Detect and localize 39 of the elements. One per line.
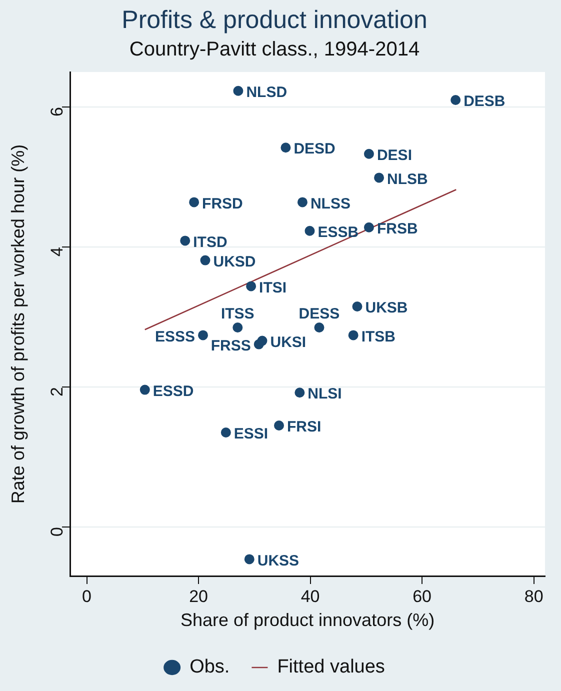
annotation: ITSD [193, 234, 228, 251]
x-tick-label: 60 [412, 586, 432, 606]
annotation: NLSB [387, 170, 428, 188]
y-tick-label: 2 [48, 387, 67, 396]
annotation: DESD [294, 140, 336, 158]
y-tick-label: 0 [48, 527, 67, 536]
annotation: ESSD [152, 382, 194, 400]
annotation: FRSB [376, 220, 418, 238]
annotation: FRSD [202, 195, 244, 212]
annotation: NLSD [246, 84, 288, 102]
annotation: FRSS [210, 337, 251, 354]
x-axis-title: Share of product innovators (%) [180, 610, 435, 630]
annotation: FRSI [287, 418, 322, 436]
annotation: ESSB [318, 224, 359, 242]
annotation: ITSI [259, 279, 287, 296]
x-tick-label: 20 [189, 586, 208, 606]
annotation: NLSI [308, 386, 342, 403]
y-tick-label: 6 [48, 107, 67, 116]
x-tick-label: 40 [300, 586, 320, 606]
annotation: ESSI [234, 426, 268, 443]
annotation: UKSD [213, 253, 256, 270]
chart-title: Profits & product innovation [122, 6, 428, 34]
annotation: ITSS [220, 306, 254, 323]
annotation: ESSS [154, 328, 196, 346]
y-tick-label: 4 [48, 247, 67, 256]
legend-label: Fitted values [277, 656, 385, 678]
annotation: DESB [464, 93, 506, 110]
y-axis-title: Rate of growth of profits per worked hour (%) [8, 144, 28, 504]
annotation: ITSB [361, 328, 396, 346]
x-tick-label: 0 [82, 586, 92, 606]
annotation: UKSB [365, 300, 408, 317]
annotation: UKSS [257, 552, 300, 570]
annotation: UKSI [270, 334, 306, 351]
annotation: DESS [298, 306, 340, 323]
x-tick-label: 80 [524, 586, 544, 606]
chart-subtitle: Country-Pavitt class., 1994-2014 [129, 38, 420, 61]
annotation: DESI [376, 147, 412, 164]
legend-label: Obs. [190, 656, 230, 678]
annotation: NLSS [310, 195, 350, 212]
